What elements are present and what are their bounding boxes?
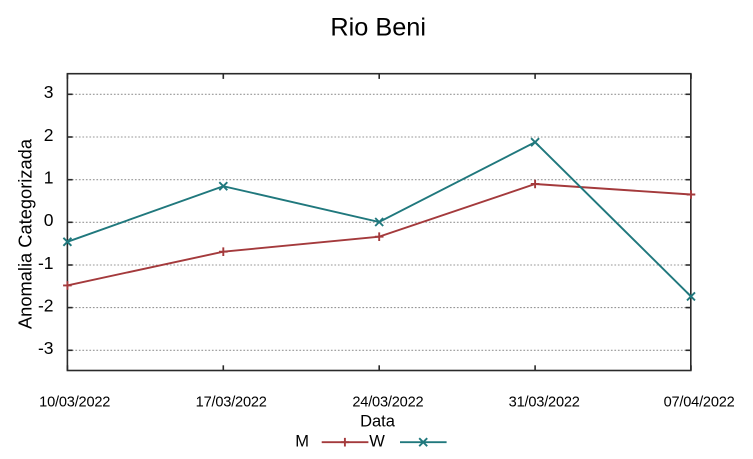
svg-text:M: M: [295, 433, 309, 451]
svg-text:2: 2: [44, 125, 54, 145]
svg-text:-3: -3: [38, 338, 54, 358]
svg-text:0: 0: [44, 210, 54, 230]
svg-text:24/03/2022: 24/03/2022: [352, 395, 423, 411]
svg-text:W: W: [369, 433, 385, 451]
svg-text:17/03/2022: 17/03/2022: [196, 395, 267, 411]
svg-text:Rio Beni: Rio Beni: [330, 14, 426, 42]
svg-text:3: 3: [44, 82, 54, 102]
svg-text:1: 1: [44, 168, 54, 188]
svg-text:-1: -1: [38, 253, 54, 273]
svg-text:07/04/2022: 07/04/2022: [664, 395, 735, 411]
svg-text:Data: Data: [360, 413, 396, 431]
svg-text:10/03/2022: 10/03/2022: [39, 395, 110, 411]
svg-text:31/03/2022: 31/03/2022: [509, 395, 580, 411]
svg-text:-2: -2: [38, 296, 54, 316]
svg-text:Anomalia Categorizada: Anomalia Categorizada: [15, 138, 36, 329]
